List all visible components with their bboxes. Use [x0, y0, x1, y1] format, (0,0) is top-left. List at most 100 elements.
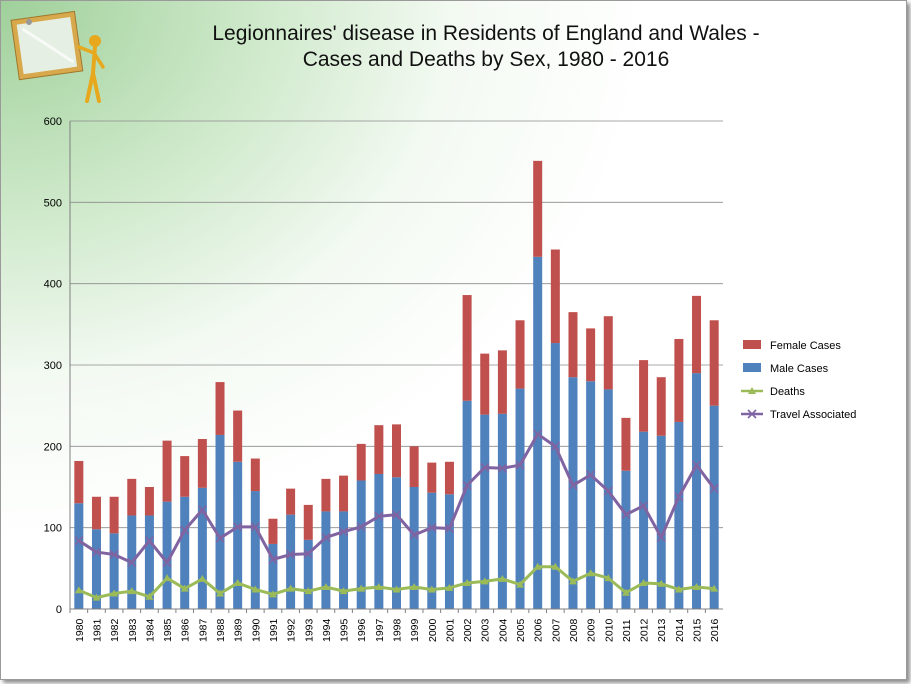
point-deaths	[357, 584, 366, 592]
point-deaths	[374, 583, 383, 591]
point-travel-associated	[656, 532, 666, 542]
bar-male-cases	[480, 414, 490, 609]
bar-male-cases	[286, 514, 296, 609]
bar-female-cases	[321, 478, 331, 512]
bar-male-cases	[250, 491, 260, 609]
point-travel-associated	[674, 492, 684, 502]
point-deaths	[304, 587, 313, 595]
x-tick-label: 1986	[180, 618, 192, 642]
point-deaths	[551, 562, 560, 570]
chart-title-line-1: Legionnaires' disease in Residents of En…	[212, 22, 760, 45]
point-travel-associated	[127, 558, 137, 568]
point-travel-associated	[462, 480, 472, 490]
x-tick-label: 2012	[639, 618, 651, 642]
axes: 0 100 200 300 400 500 600 1980 1981 1982 1983 1984 1…	[44, 116, 723, 642]
bar-female-cases	[462, 295, 472, 401]
x-tick-label: 2010	[603, 618, 615, 642]
point-deaths	[145, 592, 154, 600]
bar-female-cases	[374, 425, 384, 474]
x-tick-label: 2006	[533, 618, 545, 642]
point-deaths	[410, 583, 419, 591]
point-travel-associated	[144, 536, 154, 546]
point-deaths	[604, 574, 613, 582]
point-deaths	[92, 593, 101, 601]
lines	[74, 429, 719, 601]
bar-female-cases	[639, 360, 649, 432]
point-travel-associated	[356, 522, 366, 532]
bar-female-cases	[74, 460, 84, 504]
point-deaths	[498, 574, 507, 582]
point-deaths	[127, 587, 136, 595]
point-travel-associated	[303, 549, 313, 559]
point-deaths	[568, 577, 577, 585]
bar-male-cases	[656, 435, 666, 609]
bar-female-cases	[409, 446, 419, 487]
bar-male-cases	[462, 400, 472, 609]
x-tick-label: 1999	[409, 618, 421, 642]
point-travel-associated	[233, 522, 243, 532]
x-tick-label: 1989	[233, 618, 245, 642]
bar-female-cases	[515, 320, 525, 389]
legend: Female Cases Male Cases Deaths Travel Assoc…	[741, 340, 856, 421]
point-travel-associated	[568, 480, 578, 490]
bar-male-cases	[586, 381, 596, 609]
bar-male-cases	[568, 377, 578, 609]
point-travel-associated	[374, 511, 384, 521]
point-travel-associated	[109, 549, 119, 560]
y-tick-label: 200	[44, 441, 62, 453]
bar-male-cases	[268, 543, 278, 609]
point-deaths	[163, 574, 172, 582]
point-travel-associated	[515, 460, 525, 470]
x-tick-label: 1983	[127, 618, 139, 642]
x-tick-label: 2005	[515, 618, 527, 642]
point-deaths	[427, 585, 436, 593]
x-tick-label: 2009	[586, 618, 598, 642]
bar-male-cases	[91, 529, 101, 609]
point-travel-associated	[533, 429, 543, 439]
x-tick-label: 2015	[692, 618, 704, 642]
bars	[74, 160, 719, 609]
y-tick-label: 300	[44, 360, 62, 372]
bar-male-cases	[709, 405, 719, 609]
point-travel-associated	[338, 527, 349, 537]
legend-label-male-cases: Male Cases	[770, 363, 829, 375]
legend-label-travel-associated: Travel Associated	[770, 409, 856, 421]
bar-male-cases	[621, 470, 631, 609]
point-deaths	[674, 585, 683, 593]
legend-marker-deaths	[748, 387, 756, 394]
point-travel-associated	[586, 470, 596, 480]
bar-male-cases	[674, 421, 684, 609]
x-tick-label: 2011	[621, 619, 633, 642]
bar-male-cases	[180, 496, 190, 609]
point-travel-associated	[480, 462, 490, 473]
point-travel-associated	[250, 522, 260, 532]
bar-male-cases	[550, 343, 560, 609]
bar-female-cases	[568, 312, 578, 378]
y-tick-label: 100	[44, 523, 62, 535]
bar-female-cases	[497, 350, 507, 414]
x-tick-label: 1985	[162, 618, 174, 642]
bar-female-cases	[91, 496, 101, 530]
point-travel-associated	[215, 533, 225, 543]
point-deaths	[180, 584, 189, 592]
x-tick-label: 1998	[392, 618, 404, 642]
point-deaths	[233, 578, 242, 586]
bar-female-cases	[286, 488, 296, 515]
point-travel-associated	[603, 486, 613, 496]
point-travel-associated	[180, 525, 190, 535]
x-tick-label: 1996	[356, 618, 368, 642]
point-deaths	[657, 579, 666, 587]
point-travel-associated	[444, 523, 455, 534]
point-deaths	[516, 580, 525, 588]
bar-male-cases	[144, 515, 154, 609]
bar-female-cases	[356, 443, 366, 481]
bar-male-cases	[303, 539, 313, 609]
point-travel-associated	[709, 484, 719, 494]
legend-marker-travel-associated	[747, 409, 757, 419]
point-travel-associated	[497, 463, 507, 473]
bar-female-cases	[392, 424, 401, 478]
x-tick-label: 2002	[462, 618, 474, 642]
point-deaths	[251, 585, 260, 593]
